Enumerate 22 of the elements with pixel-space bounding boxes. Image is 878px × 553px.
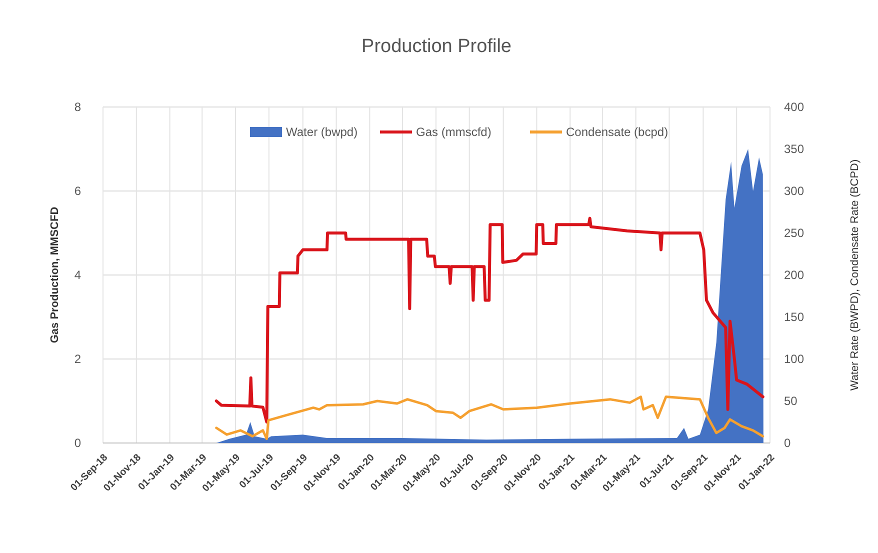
y-axis-title: Gas Production, MMSCFD	[49, 206, 61, 344]
y2-tick-label: 350	[784, 142, 804, 156]
line-series	[214, 216, 764, 424]
y-tick-label: 6	[74, 184, 82, 198]
y2-tick-label: 250	[784, 226, 804, 240]
y2-tick-label: 200	[784, 268, 804, 282]
y2-tick-label: 0	[784, 436, 791, 450]
y2-tick-label: 400	[784, 100, 804, 114]
y-tick-label: 8	[74, 100, 82, 114]
y2-tick-label: 50	[784, 394, 798, 408]
line-series	[215, 396, 764, 440]
y2-tick-label: 300	[784, 184, 804, 198]
y-tick-label: 2	[74, 352, 82, 366]
legend-label: Condensate (bcpd)	[566, 125, 668, 140]
y-tick-label: 4	[74, 268, 82, 282]
y2-tick-label: 100	[784, 352, 804, 366]
legend-label: Water (bwpd)	[286, 125, 358, 140]
legend-label: Gas (mmscfd)	[416, 125, 492, 140]
chart-title: Production Profile	[362, 36, 512, 57]
y-tick-label: 0	[74, 436, 82, 450]
y2-tick-label: 150	[784, 310, 804, 324]
y2-axis-title: Water Rate (BWPD), Condensate Rate (BCPD)	[849, 159, 861, 391]
